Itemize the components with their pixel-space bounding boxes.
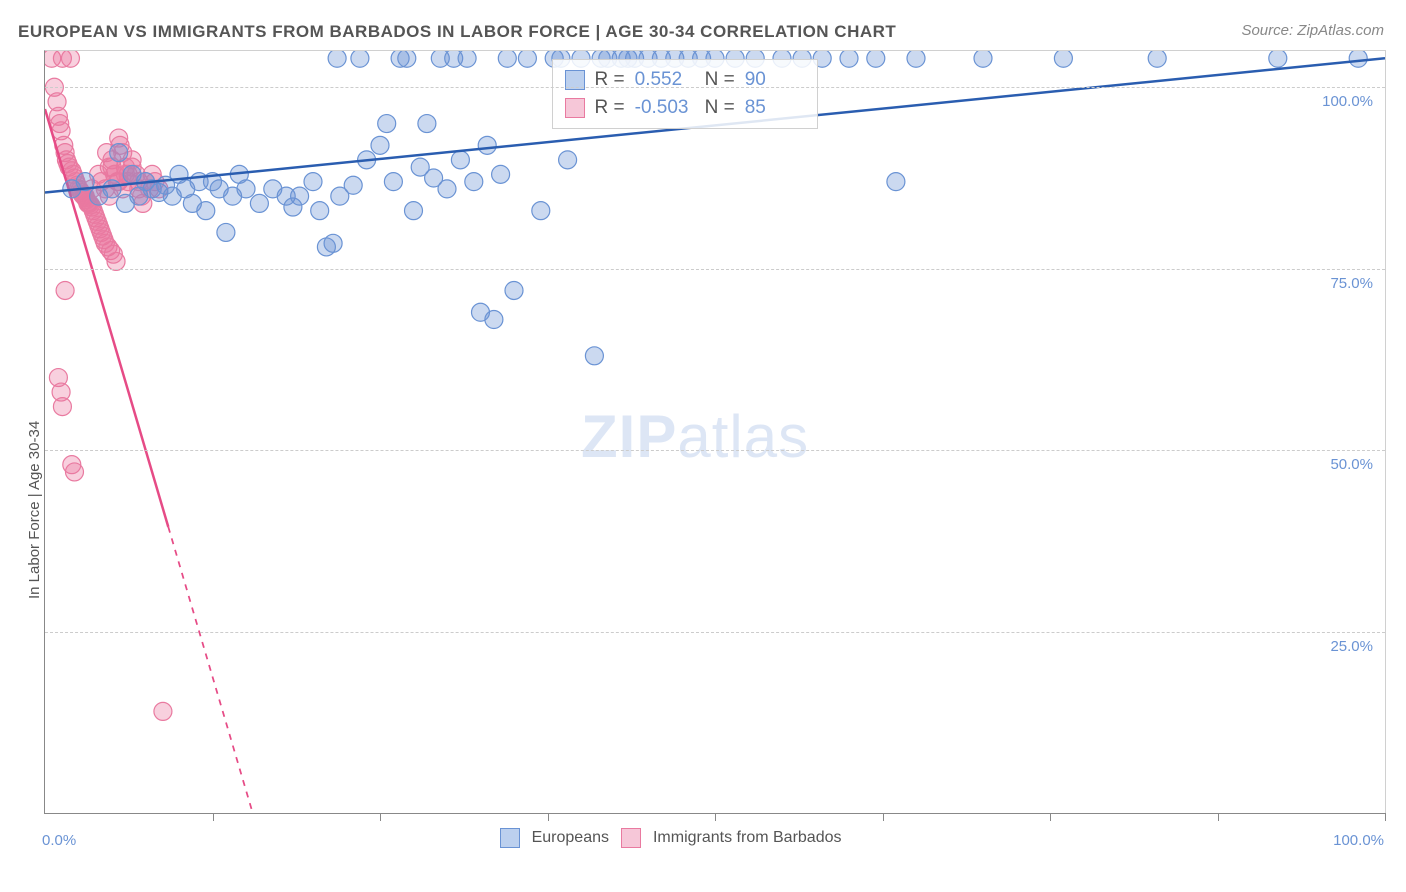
scatter-point bbox=[505, 281, 523, 299]
scatter-point bbox=[451, 151, 469, 169]
scatter-point bbox=[378, 115, 396, 133]
scatter-plot-svg bbox=[45, 51, 1385, 813]
legend-label: Europeans bbox=[532, 829, 609, 847]
scatter-point bbox=[485, 311, 503, 329]
scatter-point bbox=[492, 165, 510, 183]
scatter-point bbox=[867, 51, 885, 67]
y-tick-label: 25.0% bbox=[1330, 638, 1373, 655]
y-tick-label: 75.0% bbox=[1330, 275, 1373, 292]
scatter-point bbox=[61, 51, 79, 67]
stats-r-value: 0.552 bbox=[635, 66, 695, 94]
scatter-point bbox=[291, 187, 309, 205]
stats-r-value: -0.503 bbox=[635, 94, 695, 122]
scatter-point bbox=[110, 144, 128, 162]
x-axis-min-label: 0.0% bbox=[42, 832, 76, 849]
scatter-point bbox=[438, 180, 456, 198]
scatter-point bbox=[405, 202, 423, 220]
scatter-point bbox=[384, 173, 402, 191]
scatter-point bbox=[53, 398, 71, 416]
scatter-point bbox=[907, 51, 925, 67]
grid-line bbox=[45, 632, 1385, 633]
scatter-point bbox=[103, 180, 121, 198]
grid-line bbox=[45, 450, 1385, 451]
legend-swatch bbox=[621, 828, 641, 848]
y-tick-label: 100.0% bbox=[1322, 93, 1373, 110]
stats-n-value: 90 bbox=[745, 66, 805, 94]
legend-label: Immigrants from Barbados bbox=[653, 829, 842, 847]
scatter-point bbox=[351, 51, 369, 67]
scatter-point bbox=[559, 151, 577, 169]
scatter-point bbox=[974, 51, 992, 67]
scatter-point bbox=[418, 115, 436, 133]
stats-row: R = -0.503 N = 85 bbox=[565, 94, 805, 122]
scatter-point bbox=[344, 176, 362, 194]
stats-row: R = 0.552 N = 90 bbox=[565, 66, 805, 94]
grid-line bbox=[45, 87, 1385, 88]
scatter-point bbox=[887, 173, 905, 191]
chart-plot-area: ZIPatlas R =0.552N =90R =-0.503N =85 25.… bbox=[44, 50, 1386, 814]
scatter-point bbox=[65, 463, 83, 481]
legend-swatch bbox=[500, 828, 520, 848]
stats-r-label: R = bbox=[595, 94, 625, 122]
scatter-point bbox=[217, 223, 235, 241]
scatter-point bbox=[371, 136, 389, 154]
scatter-point bbox=[311, 202, 329, 220]
x-axis-max-label: 100.0% bbox=[1333, 832, 1384, 849]
scatter-point bbox=[398, 51, 416, 67]
scatter-point bbox=[1148, 51, 1166, 67]
x-tick bbox=[1218, 813, 1219, 821]
y-axis-label: In Labor Force | Age 30-34 bbox=[26, 420, 43, 598]
scatter-point bbox=[840, 51, 858, 67]
trend-line-extrapolated bbox=[168, 527, 252, 813]
scatter-point bbox=[197, 202, 215, 220]
stats-n-label: N = bbox=[705, 66, 735, 94]
x-tick bbox=[1385, 813, 1386, 821]
scatter-point bbox=[250, 194, 268, 212]
stats-n-label: N = bbox=[705, 94, 735, 122]
y-tick-label: 50.0% bbox=[1330, 456, 1373, 473]
scatter-point bbox=[1054, 51, 1072, 67]
x-tick bbox=[883, 813, 884, 821]
scatter-point bbox=[1269, 51, 1287, 67]
scatter-point bbox=[532, 202, 550, 220]
scatter-point bbox=[56, 281, 74, 299]
x-tick bbox=[380, 813, 381, 821]
scatter-point bbox=[458, 51, 476, 67]
scatter-point bbox=[324, 234, 342, 252]
x-tick bbox=[213, 813, 214, 821]
legend-swatch bbox=[565, 98, 585, 118]
source-attribution: Source: ZipAtlas.com bbox=[1241, 22, 1384, 39]
stats-r-label: R = bbox=[595, 66, 625, 94]
scatter-point bbox=[154, 702, 172, 720]
x-tick bbox=[548, 813, 549, 821]
scatter-point bbox=[498, 51, 516, 67]
correlation-stats-box: R = 0.552 N = 90 R = -0.503 N = 85 bbox=[552, 59, 818, 129]
scatter-point bbox=[304, 173, 322, 191]
scatter-point bbox=[237, 180, 255, 198]
x-tick bbox=[1050, 813, 1051, 821]
x-tick bbox=[715, 813, 716, 821]
bottom-legend: Europeans Immigrants from Barbados bbox=[500, 828, 842, 848]
grid-line bbox=[45, 269, 1385, 270]
scatter-point bbox=[478, 136, 496, 154]
scatter-point bbox=[518, 51, 536, 67]
chart-title: EUROPEAN VS IMMIGRANTS FROM BARBADOS IN … bbox=[18, 22, 896, 42]
scatter-point bbox=[585, 347, 603, 365]
scatter-point bbox=[328, 51, 346, 67]
stats-n-value: 85 bbox=[745, 94, 805, 122]
scatter-point bbox=[465, 173, 483, 191]
